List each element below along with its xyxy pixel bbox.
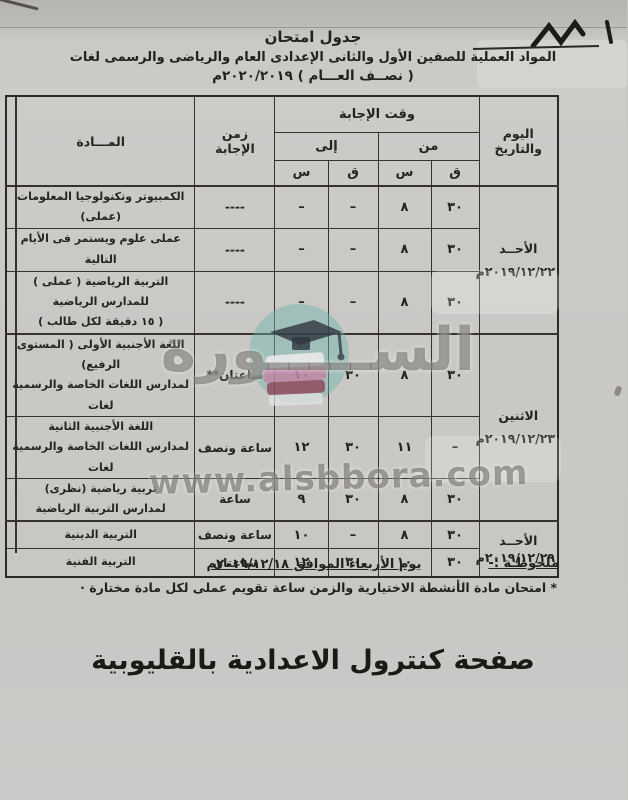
header-to-hours: س [275, 159, 330, 187]
control-page-caption: صفحة كنترول الاعدادية بالقليوبية [92, 645, 536, 676]
day-name: الاثنين [499, 408, 540, 424]
cell-to-minutes: ٣٠ [328, 416, 380, 480]
cell-from-hours: ٨ [378, 227, 433, 272]
header-duration: زمن الإجابة [195, 95, 277, 187]
cell-from-minutes: ٣٠ [431, 184, 481, 229]
cell-to-minutes: – [328, 184, 380, 229]
cell-to-minutes: – [328, 270, 380, 335]
note-date-line: يوم الأربعاء الموافق ٢٠١٩/١٢/١٨م [207, 557, 423, 572]
cell-duration: ساعة [195, 478, 277, 522]
header-answer-time: وقت الإجابة [275, 95, 481, 133]
cell-duration: ---- [195, 270, 277, 335]
header-from: من [378, 131, 481, 161]
cell-from-minutes: ٣٠ [431, 478, 481, 522]
cell-from-hours: ٨ [378, 332, 433, 418]
table-row: الاثنين ٢٠١٩/١٢/٢٣م ٣٠ ٨ ٣٠ ١٠ ساعتان** … [6, 332, 560, 522]
header-from-minutes: ق [431, 159, 481, 187]
cell-subject: عملى علوم ويستمر فى الأيام التالية [6, 227, 197, 272]
header-to-minutes: ق [328, 159, 380, 187]
cell-duration: ساعتان** [195, 332, 277, 418]
table-row: ٣٠ ١٠ ٣٠ ١٢ ساعتان التربية الفنية [6, 548, 559, 578]
cell-from-hours: ٨ [378, 519, 433, 550]
cell-to-hours: ١٢ [275, 416, 330, 480]
table-row: – ١١ ٣٠ ١٢ ساعة ونصف اللغة الأجنبية الثا… [6, 416, 559, 480]
table-row: الأحــد ٢٠١٩/١٢/٢٩م ٣٠ ٨ – ١٠ ساعة ونصف … [6, 519, 560, 578]
cell-to-hours: – [275, 270, 330, 335]
cell-from-hours: ١٠ [378, 548, 433, 578]
cell-subject: تربية رياضية (نظرى) لمدارس التربية الريا… [6, 478, 197, 522]
cell-subject: الكمبيوتر وتكنولوجيا المعلومات (عملى) [6, 184, 197, 229]
scan-crease [0, 27, 628, 28]
page-term-line: ( نصــف العـــام ) ٢٠٢٠/٢٠١٩م [213, 68, 415, 84]
cell-to-minutes: – [328, 227, 380, 272]
cell-from-hours: ٨ [378, 184, 433, 229]
table-row: الأحــد ٢٠١٩/١٢/٢٢م ٣٠ ٨ – – ---- الكمبي… [6, 184, 560, 335]
cell-from-minutes: ٣٠ [431, 227, 481, 272]
day-date: ٢٠١٩/١٢/٢٩م [476, 549, 556, 565]
handwritten-checkmark-icon [473, 18, 614, 50]
cell-duration: ---- [195, 184, 277, 229]
cell-from-minutes: ٣٠ [431, 548, 481, 578]
note-activities-line: * امتحان مادة الأنشطة الاختيارية والزمن … [81, 580, 558, 595]
cell-duration: ساعة ونصف [195, 416, 277, 480]
cell-duration: ساعة ونصف [195, 519, 277, 550]
cell-from-hours: ٨ [378, 270, 433, 335]
cell-to-hours: ١٢ [275, 548, 330, 578]
header-subject: المـــادة [6, 95, 197, 187]
cell-to-hours: ١٠ [275, 519, 330, 550]
cell-to-minutes: ٣٠ [328, 332, 380, 418]
title-block: جدول امتحان المواد العملية للصفين الأول … [0, 28, 628, 84]
cell-subject: اللغة الأجنبية الثانية لمدارس اللغات الخ… [6, 416, 197, 480]
cell-from-minutes: ٣٠ [431, 332, 481, 418]
cell-from-minutes: ٣٠ [431, 519, 481, 550]
header-day-date: اليوم والتاريخ [479, 95, 560, 187]
cell-to-minutes: ٣٠ [328, 548, 380, 578]
cell-to-hours: – [275, 184, 330, 229]
cell-day-date: الاثنين ٢٠١٩/١٢/٢٣م [476, 332, 560, 522]
table-row: ٣٠ ٨ – – ---- عملى علوم ويستمر فى الأيام… [6, 227, 559, 272]
cell-subject: التربية الدينية [6, 519, 197, 550]
cell-subject: التربية الرياضية ( عملى ) للمدارس الرياض… [6, 270, 197, 335]
cell-to-hours: ١٠ [275, 332, 330, 418]
cell-from-minutes: – [431, 416, 481, 480]
cell-day-date: الأحــد ٢٠١٩/١٢/٢٩م [476, 519, 560, 578]
header-to: إلى [275, 131, 380, 161]
day-name: الأحــد [500, 532, 539, 548]
cell-to-hours: – [275, 227, 330, 272]
note-label: ملحوظـة :- [489, 556, 560, 571]
day-name: الأحــد [500, 240, 539, 256]
cell-to-minutes: – [328, 519, 380, 550]
page-title: جدول امتحان [265, 28, 363, 46]
cell-to-hours: ٩ [275, 478, 330, 522]
cell-duration: ---- [195, 227, 277, 272]
page-subtitle: المواد العملية للصفين الأول والثانى الإع… [70, 50, 558, 65]
cell-subject: اللغة الأجنبية الأولى ( المستوى الرفيع) … [6, 332, 197, 418]
exam-schedule-table: اليوم والتاريخ وقت الإجابة زمن الإجابة ا… [5, 95, 560, 578]
cell-day-date: الأحــد ٢٠١٩/١٢/٢٢م [476, 185, 560, 335]
cell-duration: ساعتان [195, 548, 277, 578]
header-from-hours: س [378, 159, 433, 187]
cell-from-hours: ١١ [378, 416, 433, 480]
table-row: ٣٠ ٨ ٣٠ ٩ ساعة تربية رياضية (نظرى) لمدار… [6, 478, 559, 522]
table-row: ٣٠ ٨ – – ---- التربية الرياضية ( عملى ) … [6, 270, 559, 335]
table-inner-border-line [16, 97, 18, 553]
day-date: ٢٠١٩/١٢/٢٢م [476, 263, 556, 279]
cell-from-minutes: ٣٠ [431, 270, 481, 335]
cell-to-minutes: ٣٠ [328, 478, 380, 522]
day-date: ٢٠١٩/١٢/٢٣م [476, 431, 556, 447]
cell-subject: التربية الفنية [6, 548, 197, 578]
cell-from-hours: ٨ [378, 478, 433, 522]
